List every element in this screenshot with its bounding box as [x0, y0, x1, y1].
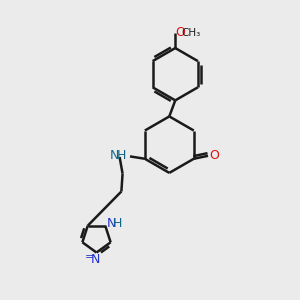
Text: CH₃: CH₃ — [181, 28, 200, 38]
Text: N: N — [91, 253, 101, 266]
Text: =: = — [85, 252, 94, 262]
Text: H: H — [117, 149, 126, 162]
Text: N: N — [106, 217, 116, 230]
Text: O: O — [175, 26, 185, 39]
Text: H: H — [113, 217, 122, 230]
Text: N: N — [109, 149, 119, 162]
Text: O: O — [209, 149, 219, 162]
